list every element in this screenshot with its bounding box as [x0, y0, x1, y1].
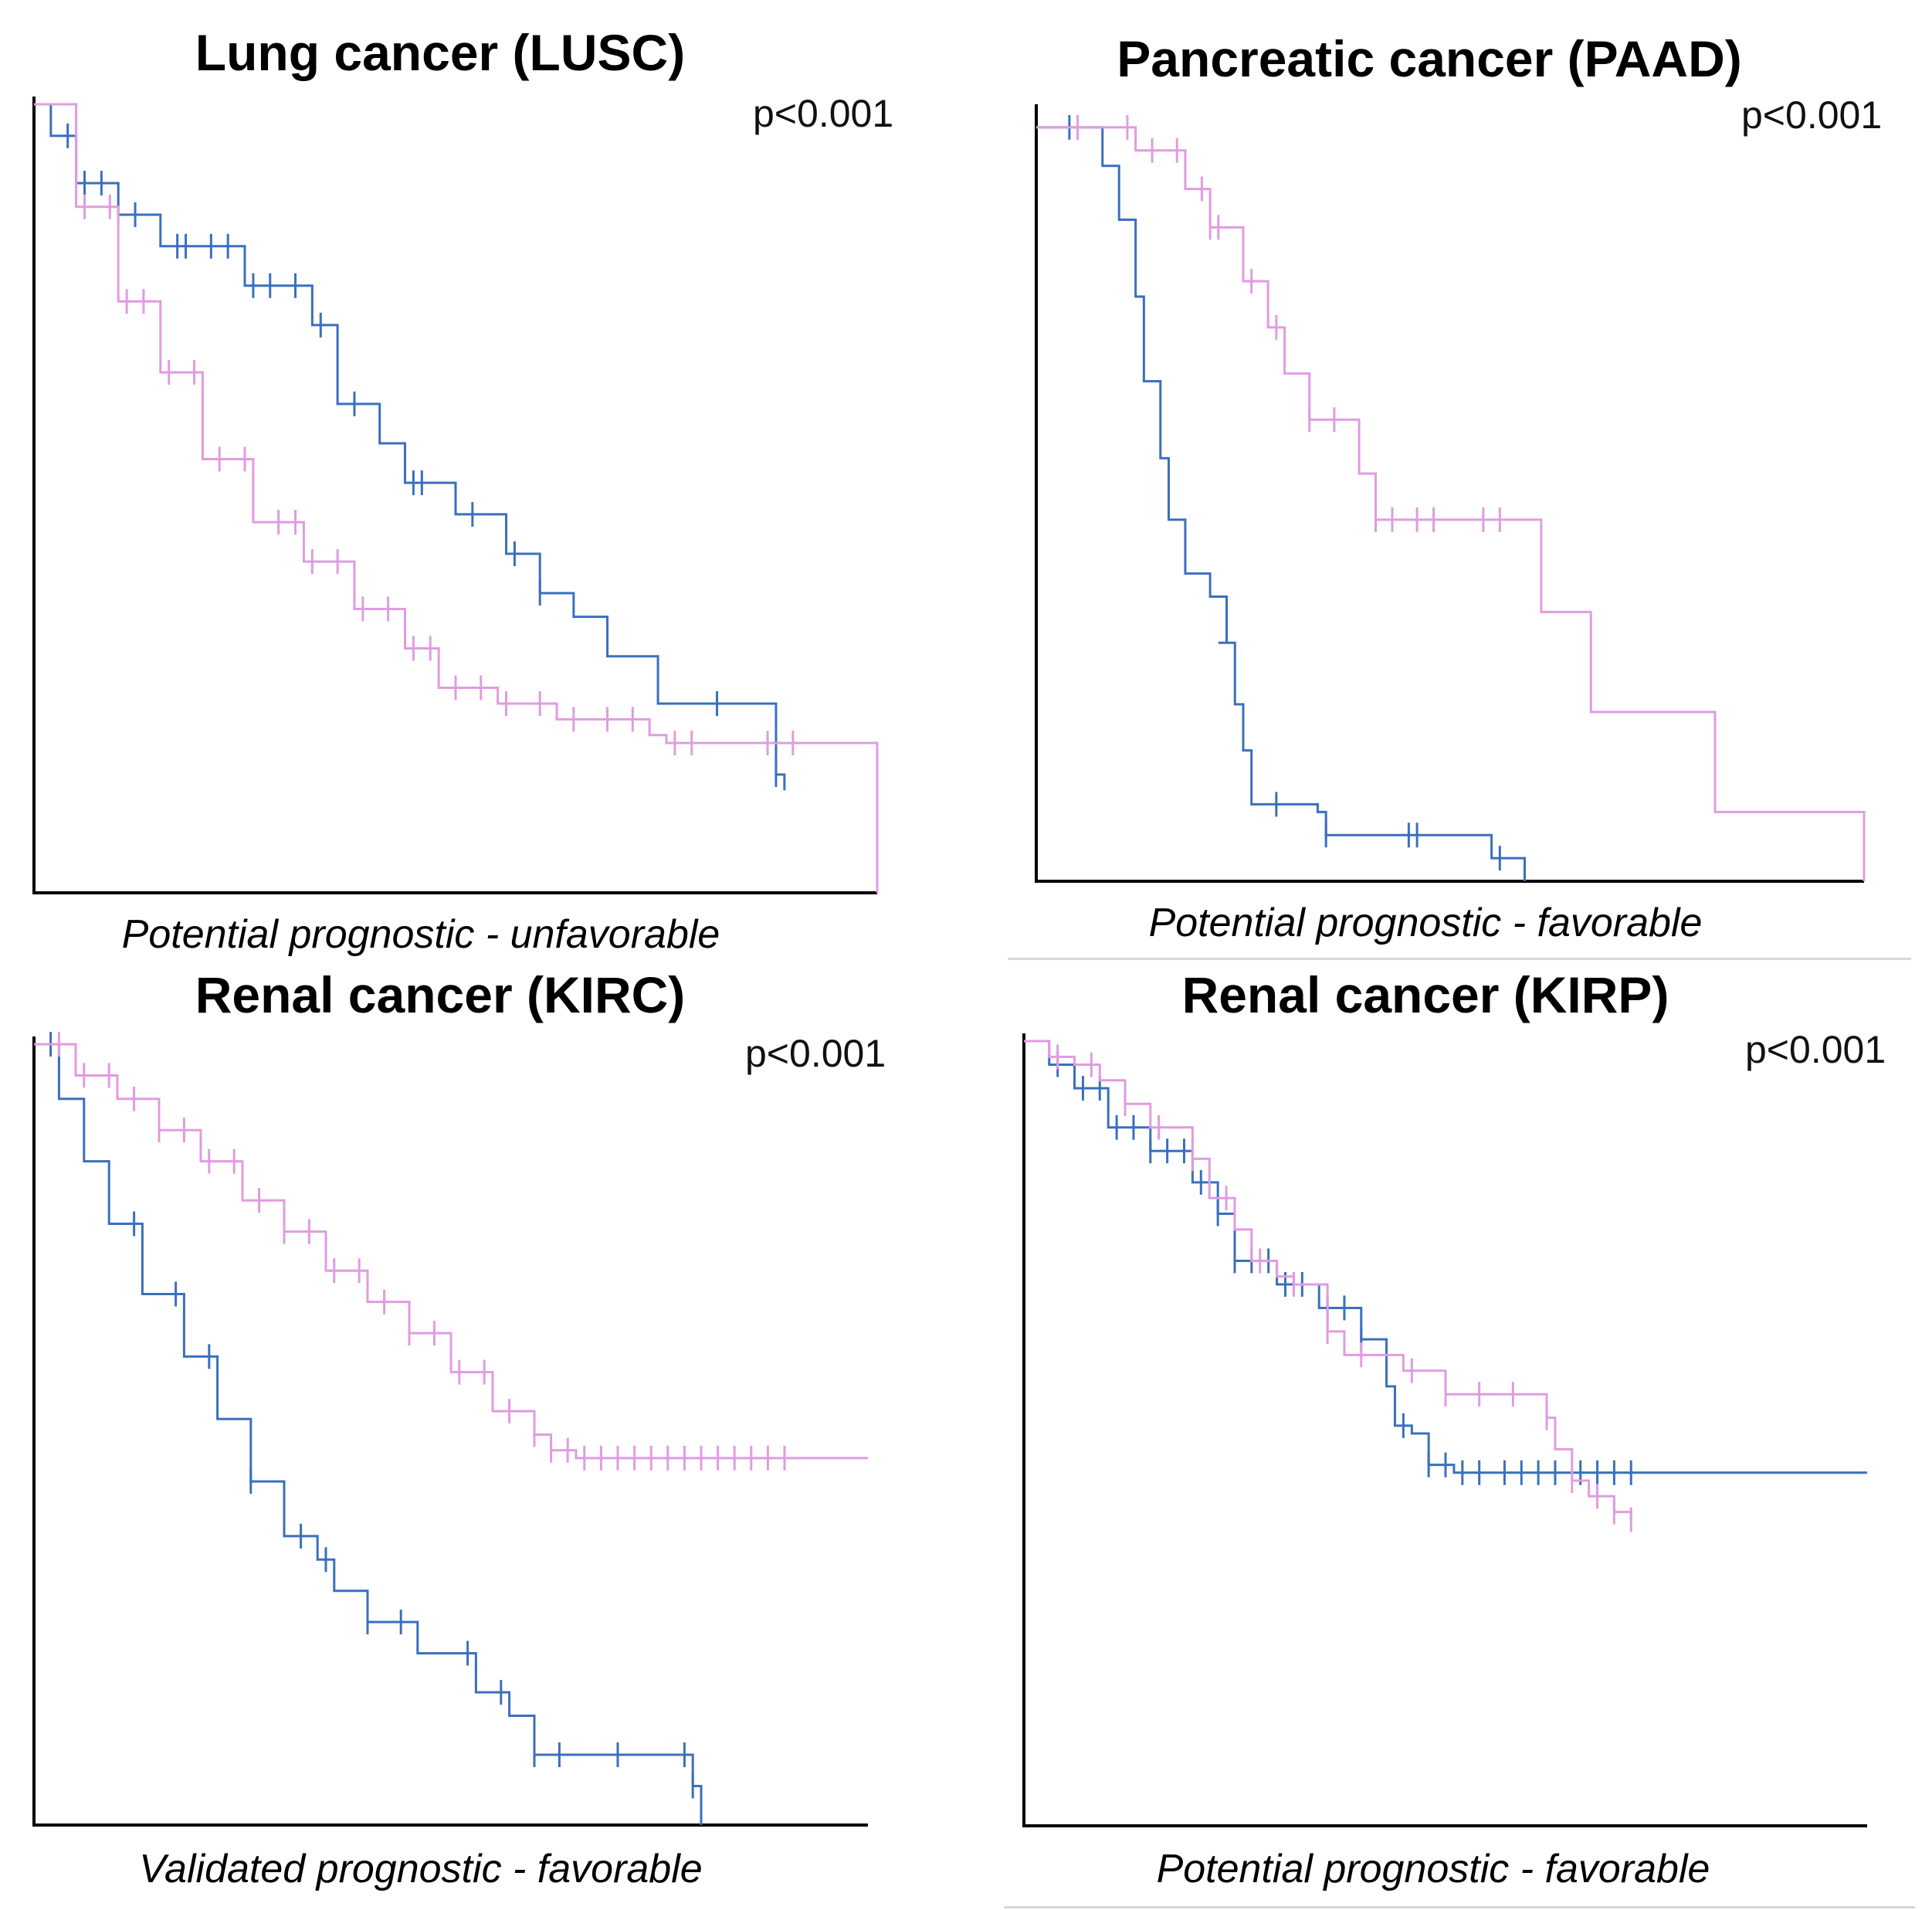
km-plot: [32, 97, 879, 894]
axes: [32, 97, 877, 894]
axes: [32, 1036, 868, 1827]
panel-paad: Pancreatic cancer (PAAD) p<0.001 Potenti…: [996, 0, 1932, 960]
km-plot: [1022, 1033, 1867, 1827]
chart-caption: Potential prognostic - favorable: [1156, 1847, 1710, 1891]
km-plot: [1035, 104, 1866, 883]
chart-caption: Potential prognostic - unfavorable: [121, 912, 720, 957]
axes: [1035, 104, 1864, 883]
panel-kirc: Renal cancer (KIRC) p<0.001 Validated pr…: [0, 965, 950, 1910]
p-value: p<0.001: [1745, 1028, 1886, 1071]
p-value: p<0.001: [745, 1032, 886, 1075]
divider: [1008, 958, 1911, 960]
low-expression-curve: [34, 1043, 868, 1460]
km-plot: [32, 1032, 868, 1827]
chart-title: Renal cancer (KIRC): [195, 966, 686, 1023]
chart-title: Lung cancer (LUSC): [195, 24, 686, 81]
high-expression-curve: [1036, 126, 1526, 881]
panel-kirp: Renal cancer (KIRP) p<0.001 Potential pr…: [996, 965, 1932, 1910]
high-expression-curve: [34, 1043, 703, 1825]
low-expression-curve: [1024, 1040, 1632, 1520]
axes: [1022, 1033, 1867, 1827]
chart-caption: Validated prognostic - favorable: [139, 1847, 703, 1891]
panel-lusc: Lung cancer (LUSC) p<0.001 Potential pro…: [0, 0, 950, 958]
chart-caption: Potential prognostic - favorable: [1148, 901, 1703, 945]
low-expression-curve: [1036, 126, 1866, 881]
chart-title: Pancreatic cancer (PAAD): [1117, 30, 1742, 87]
low-expression-curve: [34, 103, 879, 893]
p-value: p<0.001: [1741, 93, 1883, 137]
p-value: p<0.001: [753, 92, 894, 135]
high-expression-curve: [34, 103, 786, 791]
chart-title: Renal cancer (KIRP): [1181, 966, 1669, 1023]
divider: [1004, 1906, 1915, 1908]
